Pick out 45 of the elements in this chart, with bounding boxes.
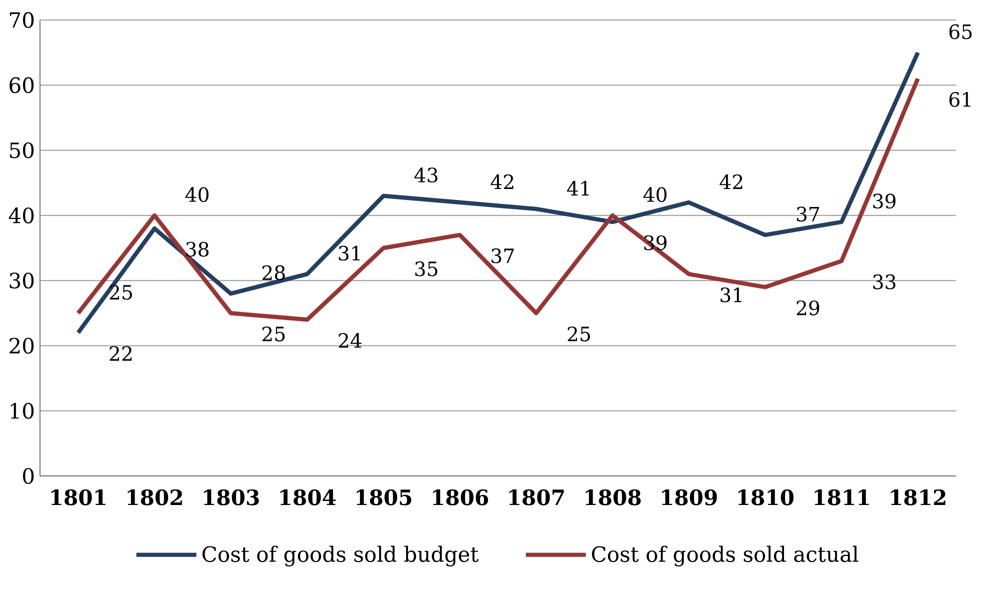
x-tick-label: 1811 bbox=[814, 489, 869, 506]
x-tick-label: 1808 bbox=[586, 489, 641, 506]
y-tick-label: 50 bbox=[10, 142, 34, 158]
data-label: 42 bbox=[720, 174, 742, 190]
data-label: 61 bbox=[949, 92, 970, 107]
x-tick-label: 1805 bbox=[356, 489, 412, 506]
data-label: 25 bbox=[110, 284, 132, 300]
data-label: 40 bbox=[643, 187, 667, 202]
x-tick-label: 1804 bbox=[280, 489, 336, 506]
data-label: 43 bbox=[414, 168, 438, 182]
x-tick-label: 1810 bbox=[738, 489, 794, 506]
data-label: 25 bbox=[262, 326, 285, 342]
y-tick-label: 60 bbox=[10, 77, 34, 94]
data-label: 38 bbox=[186, 242, 208, 257]
data-label: 33 bbox=[873, 274, 896, 290]
data-label: 28 bbox=[262, 265, 285, 280]
y-tick-label: 20 bbox=[10, 338, 34, 354]
data-label: 37 bbox=[796, 206, 820, 222]
data-label: 22 bbox=[110, 346, 132, 361]
y-tick-label: 40 bbox=[8, 207, 34, 224]
y-tick-label: 70 bbox=[10, 12, 34, 28]
data-label: 42 bbox=[490, 174, 514, 190]
y-tick-label: 10 bbox=[10, 402, 34, 419]
x-tick-label: 1803 bbox=[204, 489, 259, 506]
x-tick-label: 1812 bbox=[891, 489, 946, 506]
legend-label: Cost of goods sold actual bbox=[592, 546, 858, 566]
x-tick-label: 1807 bbox=[509, 489, 564, 506]
x-tick-label: 1802 bbox=[128, 489, 182, 506]
data-label: 37 bbox=[492, 248, 514, 264]
data-label: 25 bbox=[568, 326, 590, 342]
data-label: 24 bbox=[338, 333, 362, 348]
data-label: 31 bbox=[720, 287, 742, 302]
x-tick-label: 1806 bbox=[433, 489, 488, 506]
x-tick-label: 1801 bbox=[51, 489, 106, 506]
data-label: 31 bbox=[338, 246, 360, 261]
data-label: 65 bbox=[949, 24, 972, 40]
legend-label: Cost of goods sold budget bbox=[202, 546, 479, 566]
x-tick-label: 1809 bbox=[662, 489, 717, 506]
data-label: 39 bbox=[873, 194, 896, 209]
data-label: 40 bbox=[185, 187, 209, 202]
data-label: 41 bbox=[567, 180, 589, 196]
data-label: 35 bbox=[415, 261, 438, 276]
y-tick-label: 0 bbox=[23, 468, 34, 484]
y-tick-label: 30 bbox=[10, 272, 34, 289]
data-label: 29 bbox=[796, 300, 820, 316]
